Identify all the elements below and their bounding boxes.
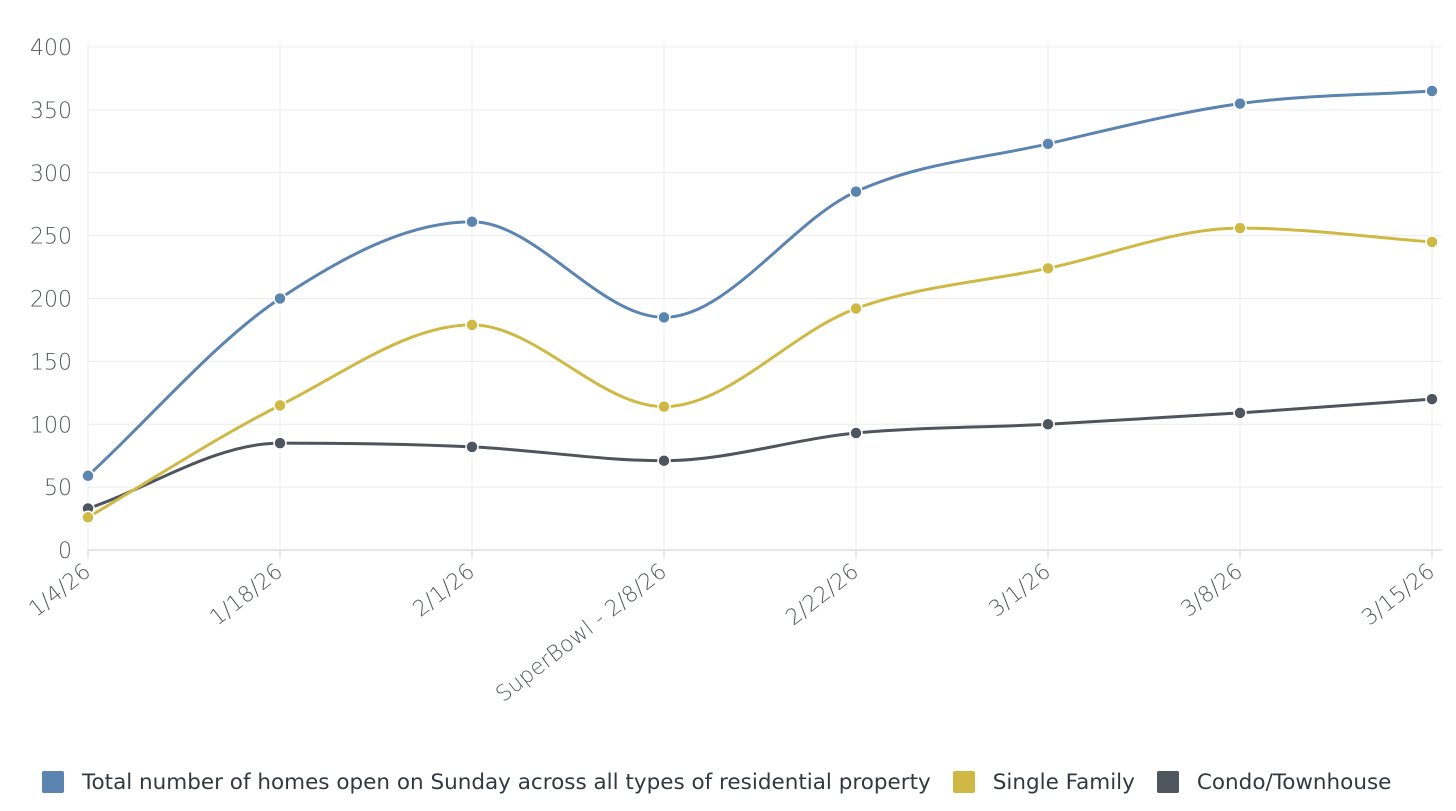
- x-tick-label: 2/22/26: [781, 559, 863, 631]
- x-tick-label: 3/8/26: [1177, 559, 1248, 622]
- data-point-single-family[interactable]: [1425, 235, 1439, 249]
- series-total: [81, 84, 1439, 483]
- data-point-total[interactable]: [1233, 96, 1247, 111]
- data-point-condo-townhouse[interactable]: [1233, 406, 1247, 420]
- data-point-condo-townhouse[interactable]: [657, 453, 671, 468]
- series-line-total: [86, 89, 1434, 478]
- legend: Total number of homes open on Sunday acr…: [42, 762, 1413, 802]
- y-axis-ticks: 0 50 100 150 200 250 300 350 400: [30, 36, 72, 564]
- data-point-condo-townhouse[interactable]: [273, 436, 287, 450]
- data-point-single-family[interactable]: [1233, 221, 1247, 235]
- line-chart: 0 50 100 150 200 250 300 350 400 1/4/26 1/18/26 2/…: [25, 36, 1442, 708]
- data-point-condo-townhouse[interactable]: [849, 426, 863, 440]
- legend-label-condo-townhouse: Condo/Townhouse: [1196, 769, 1392, 795]
- series: [81, 84, 1439, 525]
- data-point-single-family[interactable]: [849, 301, 863, 316]
- legend-item-condo-townhouse[interactable]: Condo/Townhouse: [1156, 769, 1392, 795]
- y-tick-label: 350: [30, 99, 72, 124]
- legend-swatch-total: [42, 771, 64, 793]
- data-point-total[interactable]: [273, 291, 287, 306]
- y-tick-label: 50: [44, 476, 72, 501]
- legend-item-total[interactable]: Total number of homes open on Sunday acr…: [42, 770, 931, 795]
- legend-swatch-single-family: [952, 771, 975, 793]
- data-point-condo-townhouse[interactable]: [465, 440, 479, 454]
- gridlines: [87, 42, 1442, 550]
- data-point-single-family[interactable]: [657, 399, 671, 414]
- series-line-single-family: [86, 226, 1434, 519]
- data-point-total[interactable]: [1041, 137, 1055, 151]
- data-point-total[interactable]: [465, 215, 479, 229]
- axes: [87, 549, 1442, 558]
- y-tick-label: 250: [30, 225, 72, 250]
- data-point-single-family[interactable]: [465, 318, 479, 332]
- data-point-total[interactable]: [849, 184, 863, 199]
- x-tick-label: 1/4/26: [25, 559, 96, 622]
- data-point-total[interactable]: [657, 310, 671, 325]
- y-tick-label: 0: [58, 539, 72, 564]
- y-tick-label: 100: [30, 413, 72, 438]
- legend-swatch-condo-townhouse: [1156, 771, 1179, 793]
- y-tick-label: 200: [30, 288, 72, 313]
- series-condo-townhouse: [81, 392, 1439, 516]
- y-tick-label: 300: [30, 162, 72, 187]
- data-point-single-family[interactable]: [273, 398, 287, 413]
- y-tick-label: 150: [30, 350, 72, 375]
- legend-label-total: Total number of homes open on Sunday acr…: [82, 769, 931, 795]
- series-single-family: [81, 221, 1439, 525]
- data-point-condo-townhouse[interactable]: [1041, 417, 1055, 431]
- data-point-total[interactable]: [81, 469, 95, 483]
- series-line-condo-townhouse: [86, 397, 1434, 511]
- x-tick-label: 2/1/26: [409, 559, 480, 622]
- x-tick-label: 1/18/26: [205, 559, 287, 631]
- x-axis-ticks: 1/4/26 1/18/26 2/1/26 SuperBowl - 2/8/26 2/2…: [25, 559, 1440, 707]
- data-point-single-family[interactable]: [81, 510, 95, 525]
- x-tick-label: 3/1/26: [985, 559, 1056, 622]
- legend-item-single-family[interactable]: Single Family: [952, 769, 1135, 795]
- data-point-single-family[interactable]: [1041, 261, 1055, 276]
- x-tick-label: SuperBowl - 2/8/26: [491, 559, 671, 707]
- x-tick-label: 3/15/26: [1357, 559, 1439, 631]
- data-point-condo-townhouse[interactable]: [1425, 392, 1439, 406]
- data-point-total[interactable]: [1425, 84, 1439, 98]
- y-tick-label: 400: [30, 36, 72, 61]
- legend-label-single-family: Single Family: [992, 769, 1135, 795]
